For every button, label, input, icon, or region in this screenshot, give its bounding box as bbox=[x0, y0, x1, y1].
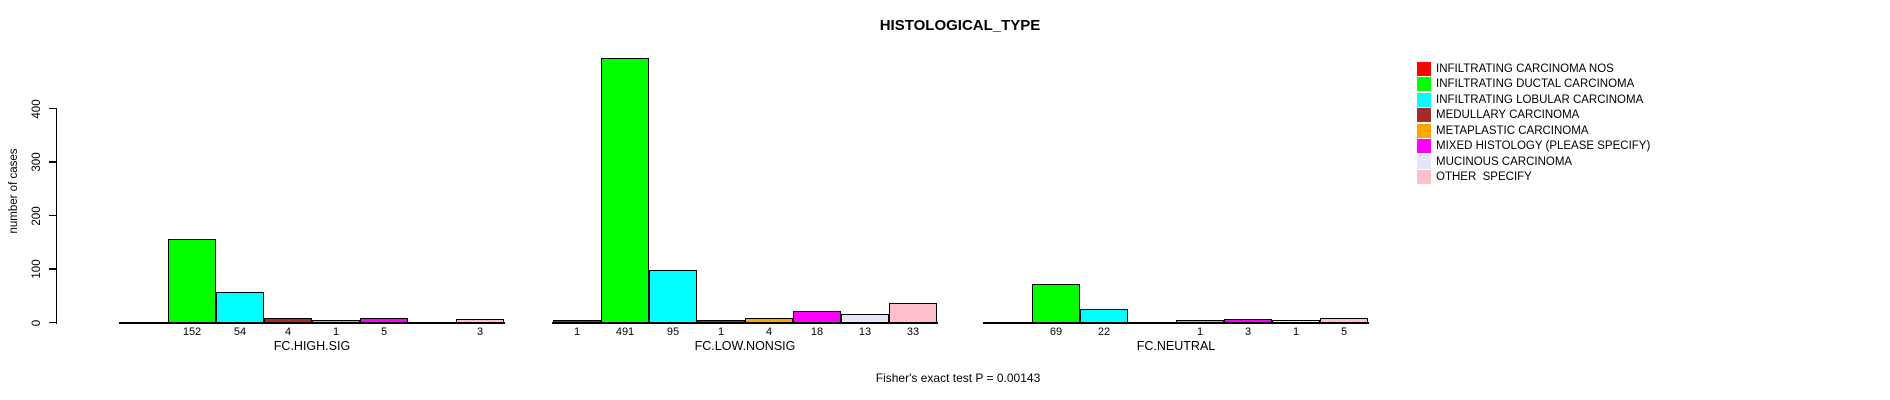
bar-value-label: 1 bbox=[573, 326, 581, 338]
y-tick bbox=[48, 321, 56, 324]
y-axis-label: number of cases bbox=[8, 148, 20, 234]
bar-3-group-3 bbox=[1080, 308, 1128, 324]
legend-item: MIXED HISTOLOGY (PLEASE SPECIFY) bbox=[1417, 139, 1650, 155]
bar-value-label: 4 bbox=[284, 326, 292, 338]
bar-4-group-2 bbox=[697, 319, 745, 324]
legend-swatch-icon bbox=[1417, 154, 1431, 169]
legend-item: INFILTRATING LOBULAR CARCINOMA bbox=[1417, 92, 1643, 108]
legend-swatch-icon bbox=[1417, 61, 1431, 76]
legend-item: OTHER SPECIFY bbox=[1417, 170, 1532, 186]
bar-8-group-2 bbox=[889, 302, 937, 324]
legend-swatch-icon bbox=[1417, 170, 1431, 185]
legend-item-label: INFILTRATING DUCTAL CARCINOMA bbox=[1436, 78, 1635, 91]
legend-item: INFILTRATING DUCTAL CARCINOMA bbox=[1417, 77, 1634, 93]
bar-value-label: 13 bbox=[858, 326, 872, 338]
chart-title: HISTOLOGICAL_TYPE bbox=[879, 17, 1041, 34]
bar-1-group-2 bbox=[553, 319, 601, 324]
bar-8-group-1 bbox=[456, 318, 504, 324]
bar-4-group-1 bbox=[264, 318, 312, 324]
bar-2-group-2 bbox=[601, 57, 649, 324]
legend-item: MEDULLARY CARCINOMA bbox=[1417, 108, 1579, 124]
bar-value-label: 1 bbox=[332, 326, 340, 338]
legend-item-label: MEDULLARY CARCINOMA bbox=[1436, 109, 1580, 122]
bar-value-label: 5 bbox=[380, 326, 388, 338]
group-label: FC.LOW.NONSIG bbox=[694, 339, 796, 353]
legend-item-label: OTHER SPECIFY bbox=[1436, 171, 1532, 184]
y-tick bbox=[48, 107, 56, 110]
y-tick bbox=[48, 268, 56, 270]
bar-7-group-3 bbox=[1272, 319, 1320, 324]
legend-swatch-icon bbox=[1417, 77, 1431, 92]
bar-7-group-2 bbox=[841, 313, 889, 324]
bar-value-label: 5 bbox=[1340, 326, 1348, 338]
bar-6-group-3 bbox=[1224, 318, 1272, 324]
bar-value-label: 18 bbox=[810, 326, 824, 338]
bar-6-group-1 bbox=[360, 317, 408, 324]
bar-value-label: 69 bbox=[1049, 326, 1063, 338]
bar-3-group-1 bbox=[216, 291, 264, 324]
y-tick-label: 100 bbox=[31, 259, 43, 279]
legend-swatch-icon bbox=[1417, 123, 1431, 138]
legend-item: METAPLASTIC CARCINOMA bbox=[1417, 123, 1589, 139]
bar-3-group-2 bbox=[649, 269, 697, 324]
chart-footer: Fisher's exact test P = 0.00143 bbox=[875, 371, 1041, 385]
legend-item-label: MUCINOUS CARCINOMA bbox=[1436, 155, 1573, 168]
legend-swatch-icon bbox=[1417, 108, 1431, 123]
bar-value-label: 152 bbox=[182, 326, 202, 338]
bar-8-group-3 bbox=[1320, 317, 1368, 324]
bar-value-label: 3 bbox=[1244, 326, 1252, 338]
bar-value-label: 33 bbox=[906, 326, 920, 338]
y-tick-label: 200 bbox=[31, 205, 43, 226]
bar-6-group-2 bbox=[793, 310, 841, 324]
group-label: FC.NEUTRAL bbox=[1136, 339, 1216, 353]
legend-item-label: INFILTRATING LOBULAR CARCINOMA bbox=[1436, 93, 1644, 106]
bar-value-label: 95 bbox=[666, 326, 680, 338]
legend-item-label: MIXED HISTOLOGY (PLEASE SPECIFY) bbox=[1436, 140, 1651, 153]
bar-5-group-1 bbox=[312, 319, 360, 324]
y-tick-label: 0 bbox=[31, 319, 43, 326]
bar-5-group-3 bbox=[1176, 319, 1224, 324]
legend-swatch-icon bbox=[1417, 139, 1431, 154]
legend-swatch-icon bbox=[1417, 92, 1431, 107]
y-axis-line bbox=[55, 108, 57, 324]
y-tick bbox=[48, 214, 56, 217]
bar-value-label: 22 bbox=[1097, 326, 1111, 338]
legend-item: MUCINOUS CARCINOMA bbox=[1417, 154, 1572, 170]
y-tick bbox=[48, 161, 56, 163]
bar-value-label: 1 bbox=[1292, 326, 1300, 338]
bar-2-group-3 bbox=[1032, 283, 1080, 324]
bar-value-label: 1 bbox=[717, 326, 725, 338]
bar-2-group-1 bbox=[168, 239, 216, 324]
bar-value-label: 54 bbox=[233, 326, 247, 338]
legend-item: INFILTRATING CARCINOMA NOS bbox=[1417, 61, 1614, 77]
y-tick-label: 300 bbox=[31, 152, 43, 172]
bar-value-label: 4 bbox=[765, 326, 773, 338]
bar-value-label: 1 bbox=[1196, 326, 1204, 338]
group-label: FC.HIGH.SIG bbox=[273, 339, 351, 353]
legend-item-label: METAPLASTIC CARCINOMA bbox=[1436, 124, 1589, 137]
y-tick-label: 400 bbox=[31, 98, 43, 119]
bar-value-label: 3 bbox=[476, 326, 484, 338]
legend-item-label: INFILTRATING CARCINOMA NOS bbox=[1436, 62, 1614, 75]
bar-value-label: 491 bbox=[615, 326, 635, 338]
bar-5-group-2 bbox=[745, 318, 793, 324]
